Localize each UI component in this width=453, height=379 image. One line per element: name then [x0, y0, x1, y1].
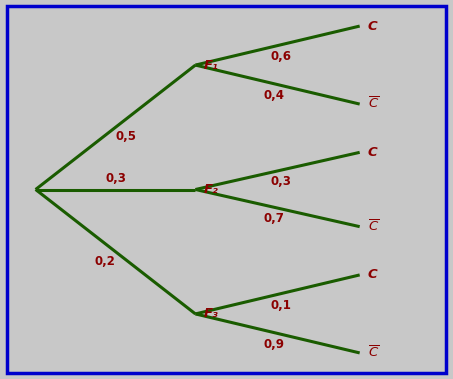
Text: 0,1: 0,1 [271, 299, 292, 312]
Text: F₃: F₃ [203, 307, 218, 320]
Text: C: C [368, 20, 377, 33]
Text: F₂: F₂ [203, 183, 218, 196]
Text: C: C [368, 146, 377, 159]
Text: 0,5: 0,5 [116, 130, 137, 143]
Text: 0,3: 0,3 [105, 172, 126, 185]
Text: 0,4: 0,4 [263, 89, 284, 102]
Text: 0,7: 0,7 [264, 212, 284, 226]
Text: $\overline{C}$: $\overline{C}$ [368, 345, 379, 360]
Text: C: C [368, 268, 377, 282]
Text: 0,2: 0,2 [95, 255, 116, 268]
Text: 0,3: 0,3 [270, 175, 291, 188]
Text: $\overline{C}$: $\overline{C}$ [368, 219, 379, 234]
Text: F₁: F₁ [203, 59, 218, 72]
Text: 0,6: 0,6 [271, 50, 292, 63]
Text: 0,9: 0,9 [263, 338, 284, 351]
Text: $\overline{C}$: $\overline{C}$ [368, 96, 379, 112]
